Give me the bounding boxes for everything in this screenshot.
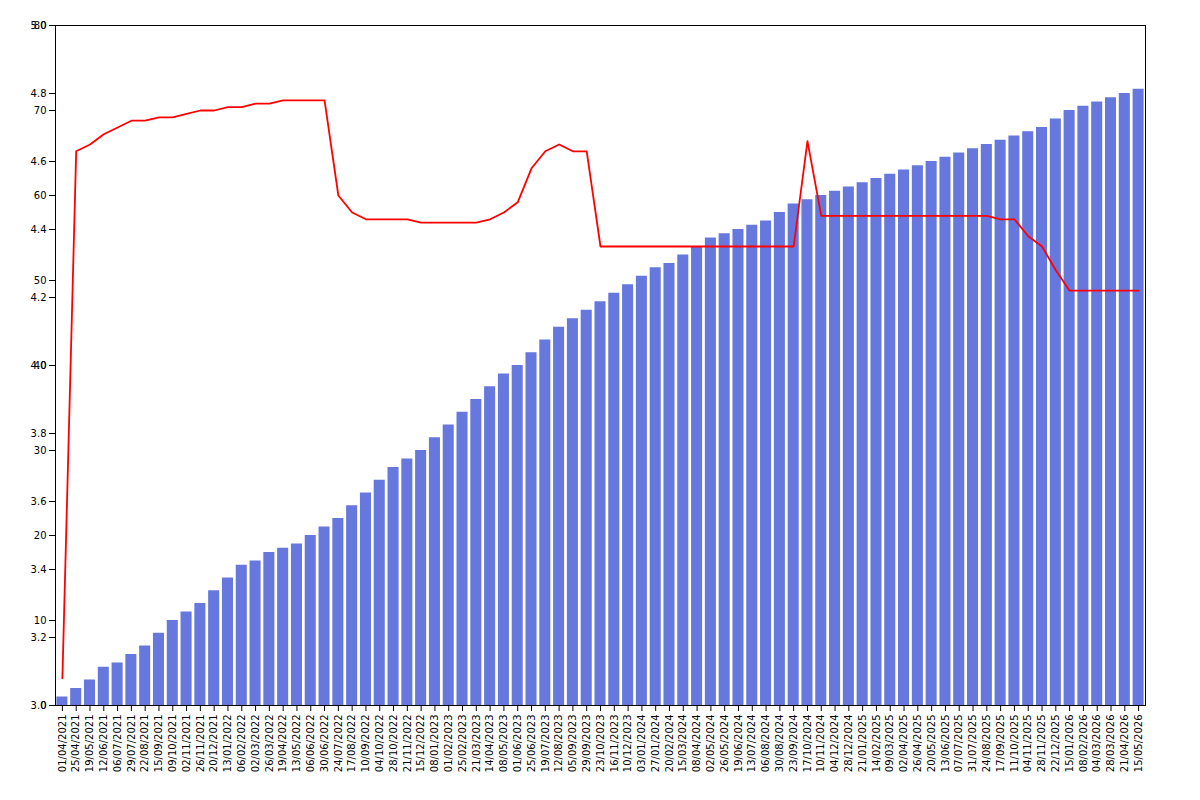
svg-text:02/11/2021: 02/11/2021 <box>181 715 192 773</box>
svg-text:23/09/2024: 23/09/2024 <box>788 715 799 773</box>
svg-text:17/08/2022: 17/08/2022 <box>346 715 357 773</box>
svg-text:28/10/2022: 28/10/2022 <box>388 715 399 773</box>
svg-text:05/09/2023: 05/09/2023 <box>567 715 578 773</box>
svg-text:10/09/2022: 10/09/2022 <box>360 715 371 773</box>
svg-text:19/04/2022: 19/04/2022 <box>277 715 288 773</box>
svg-text:09/03/2025: 09/03/2025 <box>884 715 895 773</box>
svg-text:15/03/2024: 15/03/2024 <box>677 715 688 773</box>
svg-text:4.2: 4.2 <box>31 292 47 303</box>
svg-text:4.0: 4.0 <box>31 360 47 371</box>
svg-text:08/05/2023: 08/05/2023 <box>498 715 509 773</box>
svg-text:13/01/2022: 13/01/2022 <box>222 715 233 773</box>
svg-text:04/11/2025: 04/11/2025 <box>1022 715 1033 773</box>
svg-text:13/05/2022: 13/05/2022 <box>291 715 302 773</box>
svg-text:26/04/2025: 26/04/2025 <box>912 715 923 773</box>
svg-text:26/03/2022: 26/03/2022 <box>264 715 275 773</box>
svg-text:01/02/2023: 01/02/2023 <box>443 715 454 773</box>
svg-text:23/10/2023: 23/10/2023 <box>595 715 606 773</box>
svg-text:15/09/2021: 15/09/2021 <box>153 715 164 773</box>
svg-text:4.4: 4.4 <box>31 224 47 235</box>
svg-text:10/12/2023: 10/12/2023 <box>622 715 633 773</box>
svg-text:24/08/2025: 24/08/2025 <box>981 715 992 773</box>
svg-text:06/06/2022: 06/06/2022 <box>305 715 316 773</box>
svg-text:4.8: 4.8 <box>31 88 47 99</box>
svg-text:24/07/2022: 24/07/2022 <box>333 715 344 773</box>
svg-text:20: 20 <box>34 530 47 541</box>
svg-text:13/07/2024: 13/07/2024 <box>746 715 757 773</box>
svg-text:21/11/2022: 21/11/2022 <box>402 715 413 773</box>
svg-text:25/02/2023: 25/02/2023 <box>457 715 468 773</box>
svg-text:15/01/2026: 15/01/2026 <box>1064 715 1075 773</box>
svg-text:12/08/2023: 12/08/2023 <box>553 715 564 773</box>
svg-text:08/02/2026: 08/02/2026 <box>1078 715 1089 773</box>
svg-text:22/08/2021: 22/08/2021 <box>139 715 150 773</box>
svg-text:21/01/2025: 21/01/2025 <box>857 715 868 773</box>
svg-text:25/04/2021: 25/04/2021 <box>70 715 81 773</box>
svg-text:30: 30 <box>34 445 47 456</box>
svg-text:06/07/2021: 06/07/2021 <box>112 715 123 773</box>
svg-text:10/11/2024: 10/11/2024 <box>815 715 826 773</box>
svg-text:28/11/2025: 28/11/2025 <box>1036 715 1047 773</box>
svg-text:08/04/2024: 08/04/2024 <box>691 715 702 773</box>
svg-text:20/02/2024: 20/02/2024 <box>664 715 675 773</box>
svg-text:19/07/2023: 19/07/2023 <box>540 715 551 773</box>
svg-text:30/06/2022: 30/06/2022 <box>319 715 330 773</box>
svg-text:5.0: 5.0 <box>31 20 47 31</box>
svg-text:10: 10 <box>34 615 47 626</box>
svg-text:02/05/2024: 02/05/2024 <box>705 715 716 773</box>
svg-text:50: 50 <box>34 275 47 286</box>
svg-text:14/04/2023: 14/04/2023 <box>484 715 495 773</box>
svg-text:02/03/2022: 02/03/2022 <box>250 715 261 773</box>
svg-text:26/11/2021: 26/11/2021 <box>195 715 206 773</box>
svg-text:29/09/2023: 29/09/2023 <box>581 715 592 773</box>
svg-text:16/11/2023: 16/11/2023 <box>608 715 619 773</box>
svg-text:19/05/2021: 19/05/2021 <box>84 715 95 773</box>
svg-text:27/01/2024: 27/01/2024 <box>650 715 661 773</box>
svg-text:3.4: 3.4 <box>31 564 47 575</box>
svg-text:08/01/2023: 08/01/2023 <box>429 715 440 773</box>
svg-text:21/04/2026: 21/04/2026 <box>1119 715 1130 773</box>
svg-text:3.2: 3.2 <box>31 632 47 643</box>
svg-text:28/03/2026: 28/03/2026 <box>1105 715 1116 773</box>
svg-text:02/04/2025: 02/04/2025 <box>898 715 909 773</box>
svg-text:28/12/2024: 28/12/2024 <box>843 715 854 773</box>
svg-text:01/06/2023: 01/06/2023 <box>512 715 523 773</box>
svg-text:04/12/2024: 04/12/2024 <box>829 715 840 773</box>
svg-text:30/08/2024: 30/08/2024 <box>774 715 785 773</box>
svg-text:25/06/2023: 25/06/2023 <box>526 715 537 773</box>
svg-text:20/05/2025: 20/05/2025 <box>926 715 937 773</box>
svg-text:19/06/2024: 19/06/2024 <box>733 715 744 773</box>
svg-text:04/10/2022: 04/10/2022 <box>374 715 385 773</box>
svg-text:09/10/2021: 09/10/2021 <box>167 715 178 773</box>
svg-text:17/09/2025: 17/09/2025 <box>995 715 1006 773</box>
svg-text:60: 60 <box>34 190 47 201</box>
svg-text:01/04/2021: 01/04/2021 <box>57 715 68 773</box>
svg-text:31/07/2025: 31/07/2025 <box>967 715 978 773</box>
svg-text:12/06/2021: 12/06/2021 <box>98 715 109 773</box>
svg-text:21/03/2023: 21/03/2023 <box>471 715 482 773</box>
svg-text:3.6: 3.6 <box>31 496 47 507</box>
svg-text:20/12/2021: 20/12/2021 <box>208 715 219 773</box>
svg-text:14/02/2025: 14/02/2025 <box>871 715 882 773</box>
svg-text:03/01/2024: 03/01/2024 <box>636 715 647 773</box>
svg-text:11/10/2025: 11/10/2025 <box>1009 715 1020 773</box>
svg-text:3.8: 3.8 <box>31 428 47 439</box>
svg-text:04/03/2026: 04/03/2026 <box>1091 715 1102 773</box>
svg-text:4.6: 4.6 <box>31 156 47 167</box>
svg-text:70: 70 <box>34 105 47 116</box>
svg-text:29/07/2021: 29/07/2021 <box>126 715 137 773</box>
svg-text:3.0: 3.0 <box>31 700 47 711</box>
svg-text:06/08/2024: 06/08/2024 <box>760 715 771 773</box>
svg-text:15/12/2022: 15/12/2022 <box>415 715 426 773</box>
svg-text:17/10/2024: 17/10/2024 <box>802 715 813 773</box>
svg-text:07/07/2025: 07/07/2025 <box>953 715 964 773</box>
svg-text:15/05/2026: 15/05/2026 <box>1133 715 1144 773</box>
svg-text:22/12/2025: 22/12/2025 <box>1050 715 1061 773</box>
svg-text:13/06/2025: 13/06/2025 <box>940 715 951 773</box>
svg-text:26/05/2024: 26/05/2024 <box>719 715 730 773</box>
svg-text:06/02/2022: 06/02/2022 <box>236 715 247 773</box>
